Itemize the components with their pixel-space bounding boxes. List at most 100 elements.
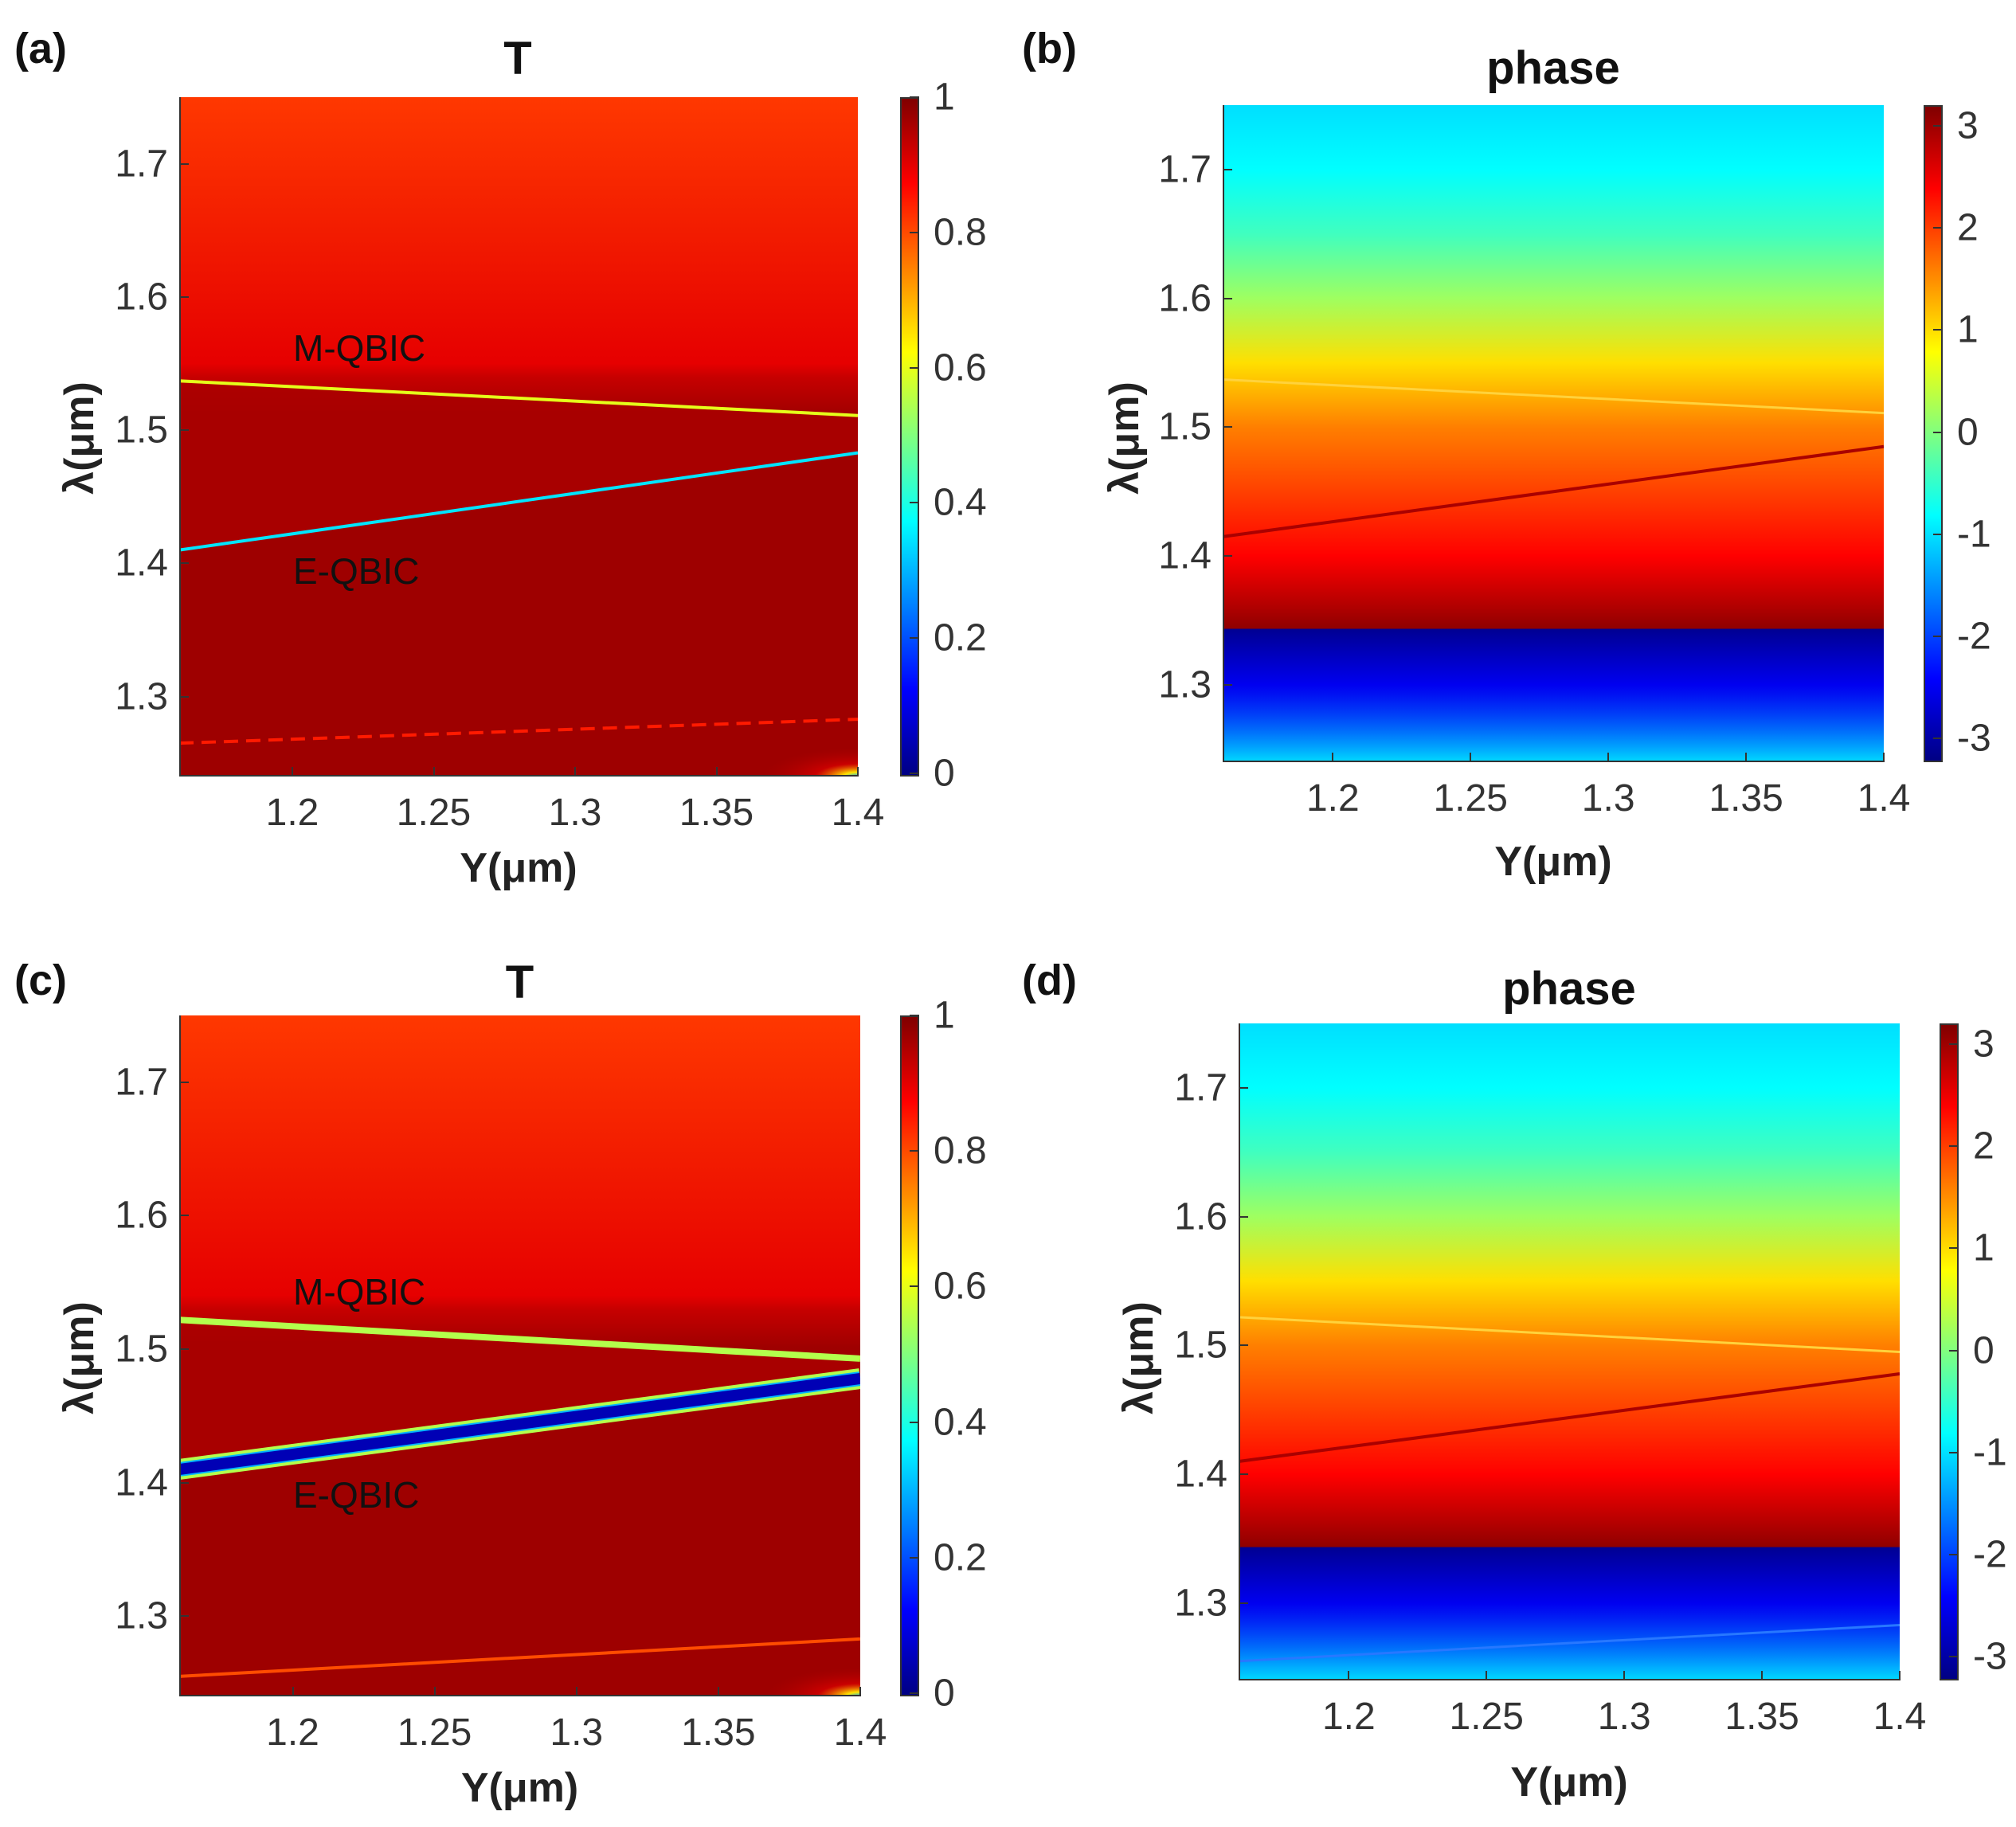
resonance-line-e-qbic <box>179 451 858 552</box>
y-tick-mark <box>1239 1602 1248 1604</box>
x-tick-label: 1.35 <box>1709 777 1783 820</box>
colorbar-tick-label: 0 <box>934 752 955 795</box>
panel-c-annotation-e-qbic: E-QBIC <box>293 1474 420 1516</box>
panel-a-title: T <box>503 33 532 84</box>
x-tick-label: 1.4 <box>1873 1696 1927 1738</box>
resonance-line-e-qbic <box>1223 444 1884 538</box>
colorbar-tick-mark <box>1933 636 1943 638</box>
x-tick-mark <box>715 767 718 777</box>
colorbar-tick-mark <box>1933 533 1943 535</box>
x-tick-mark <box>433 1687 436 1696</box>
corner-dip <box>588 1614 860 1696</box>
y-tick-label: 1.7 <box>115 143 168 186</box>
colorbar-tick-mark <box>910 1150 919 1152</box>
x-tick-label: 1.2 <box>266 1712 319 1754</box>
phase-bottom-shading <box>1223 105 1884 762</box>
panel-b-colorbar <box>1924 105 1943 762</box>
colorbar-tick-mark <box>1933 226 1943 229</box>
y-tick-mark <box>1223 555 1232 557</box>
y-tick-label: 1.5 <box>115 409 168 452</box>
y-tick-label: 1.6 <box>1158 277 1212 320</box>
y-tick-label: 1.6 <box>1174 1195 1227 1238</box>
colorbar-tick-label: 0 <box>934 1672 955 1715</box>
y-tick-label: 1.5 <box>1158 405 1212 448</box>
x-tick-label: 1.35 <box>1724 1696 1799 1738</box>
colorbar-tick-label: 0.8 <box>934 211 987 254</box>
y-tick-mark <box>179 562 189 565</box>
panel-b-title: phase <box>1486 42 1620 94</box>
x-tick-mark <box>1348 1671 1350 1680</box>
resonance-line-e-qbic <box>179 1373 860 1475</box>
resonance-line-weak <box>179 1637 860 1678</box>
colorbar-tick-mark <box>910 231 919 233</box>
resonance-line-m-qbic <box>179 1316 860 1362</box>
x-tick-mark <box>292 1687 294 1696</box>
panel-d-xlabel: Y(μm) <box>1510 1759 1628 1805</box>
colorbar-tick-label: 0.2 <box>934 1536 987 1579</box>
y-tick-mark <box>1223 683 1232 686</box>
y-tick-label: 1.4 <box>115 1461 168 1504</box>
x-tick-mark <box>1607 753 1610 762</box>
panel-c-xlabel: Y(μm) <box>460 1765 579 1811</box>
panel-b-ylabel: λ(μm) <box>1102 381 1148 495</box>
y-tick-label: 1.3 <box>115 675 168 718</box>
x-tick-label: 1.3 <box>548 792 602 834</box>
x-tick-label: 1.3 <box>1581 777 1635 820</box>
resonance-line-m-qbic <box>179 379 858 417</box>
colorbar-tick-mark <box>1949 1554 1959 1556</box>
colorbar-tick-label: 1 <box>934 994 955 1037</box>
heatmap-svg <box>179 97 858 777</box>
colorbar-tick-mark <box>910 773 919 774</box>
panel-c-colorbar <box>900 1015 919 1696</box>
colorbar-tick-label: 2 <box>1973 1125 1994 1168</box>
panel-c-title: T <box>505 957 534 1008</box>
x-tick-label: 1.35 <box>681 1712 756 1754</box>
panel-d-label: (d) <box>1022 957 1077 1004</box>
colorbar-tick-mark <box>1933 329 1943 331</box>
colorbar-tick-label: 2 <box>1957 206 1979 249</box>
x-tick-mark <box>857 767 859 777</box>
panel-a-ylabel: λ(μm) <box>57 381 103 495</box>
colorbar-tick-mark <box>910 366 919 369</box>
colorbar-tick-mark <box>910 96 919 98</box>
x-tick-label: 1.4 <box>831 792 885 834</box>
x-tick-label: 1.35 <box>679 792 754 834</box>
phase-bottom-shading <box>1239 1023 1900 1680</box>
x-tick-mark <box>292 767 293 777</box>
panel-a-colorbar <box>900 97 919 777</box>
y-tick-label: 1.7 <box>1174 1066 1227 1109</box>
colorbar-tick-label: -1 <box>1957 513 1991 556</box>
colorbar-tick-label: 1 <box>1957 308 1979 351</box>
panel-a-label: (a) <box>14 25 67 72</box>
y-tick-mark <box>179 429 189 432</box>
colorbar-tick-mark <box>1933 737 1943 740</box>
y-tick-mark <box>1239 1086 1248 1089</box>
panel-c-ylabel: λ(μm) <box>57 1301 103 1414</box>
panel-b-heatmap <box>1223 105 1884 762</box>
colorbar-tick-label: 0.4 <box>934 1401 987 1444</box>
colorbar-tick-label: -3 <box>1957 717 1991 760</box>
heatmap-svg <box>179 1015 860 1696</box>
colorbar-tick-label: -1 <box>1973 1431 2007 1474</box>
y-tick-label: 1.3 <box>1174 1582 1227 1625</box>
colorbar-tick-label: 3 <box>1957 104 1979 147</box>
panel-d-ylabel: λ(μm) <box>1116 1301 1162 1414</box>
x-tick-label: 1.4 <box>833 1712 887 1754</box>
inter-resonance-region <box>179 1320 860 1469</box>
y-tick-label: 1.4 <box>1158 534 1212 577</box>
colorbar-tick-label: 1 <box>934 76 955 119</box>
panel-a-annotation-e-qbic: E-QBIC <box>293 550 420 592</box>
y-tick-mark <box>179 1081 189 1083</box>
x-tick-mark <box>575 1687 577 1696</box>
colorbar-tick-label: 0.2 <box>934 616 987 659</box>
colorbar-tick-label: 0.8 <box>934 1129 987 1172</box>
panel-d-heatmap <box>1239 1023 1900 1680</box>
x-tick-mark <box>859 1687 861 1696</box>
colorbar-tick-mark <box>1949 1144 1959 1147</box>
y-tick-mark <box>179 295 189 298</box>
panel-a-xlabel: Y(μm) <box>460 845 577 891</box>
x-tick-label: 1.25 <box>1449 1696 1524 1738</box>
y-tick-label: 1.5 <box>115 1328 168 1371</box>
colorbar-tick-mark <box>910 637 919 640</box>
